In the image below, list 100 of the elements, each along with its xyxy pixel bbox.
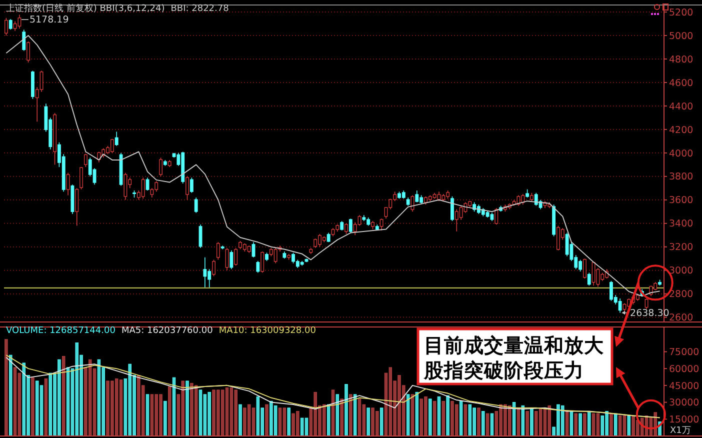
y-tick-label: 3600 (669, 195, 694, 206)
candlestick (230, 250, 234, 270)
bar (247, 404, 251, 436)
bar (9, 354, 12, 436)
y-tick-label: 3000 (669, 266, 694, 277)
bar (490, 413, 494, 436)
candlestick (4, 18, 8, 36)
bar (614, 413, 618, 436)
y-tick-label: 4600 (669, 78, 694, 89)
candlestick (618, 298, 622, 314)
annotation: 5178.19 (29, 14, 69, 26)
y-tick-label: 3200 (669, 242, 694, 254)
bar (194, 385, 198, 436)
bar (627, 416, 630, 436)
bar (304, 418, 308, 436)
candlestick (66, 172, 70, 196)
bar (282, 408, 286, 436)
bar (344, 384, 348, 436)
candlestick (344, 222, 348, 234)
annotation: 目前成交量温和放大 (424, 334, 605, 357)
bar (578, 413, 582, 436)
candlestick (110, 138, 114, 154)
bar (300, 418, 304, 436)
y-tick-label: 5200 (669, 7, 694, 18)
bar (588, 411, 591, 436)
bar (114, 378, 118, 436)
y-tick-label: 60000 (669, 364, 700, 375)
bar (186, 380, 189, 436)
candlestick (80, 166, 83, 190)
bar (406, 394, 410, 436)
candlestick (26, 40, 30, 63)
bar (146, 394, 150, 436)
y-tick-label: 15000 (669, 414, 700, 426)
chart-title: 上证指数(日线 前复权) BBI(3,6,12,24) (6, 3, 165, 14)
bar (13, 367, 17, 436)
bar (548, 405, 552, 436)
bar (468, 404, 472, 436)
bar (583, 413, 586, 436)
y-tick-label: 4000 (669, 148, 694, 160)
text: BBI: 2822.78 (170, 4, 230, 14)
bar (526, 411, 529, 436)
y-tick-label: 2800 (669, 289, 694, 300)
candlestick (75, 188, 79, 226)
text: MA5: 162037760.00 (121, 326, 214, 336)
candlestick (194, 197, 198, 214)
bar (326, 404, 330, 436)
annotation: 股指突破阶段压力 (423, 359, 584, 382)
bar (446, 395, 450, 436)
bar (220, 390, 224, 436)
bar (380, 408, 384, 436)
candlestick (124, 172, 128, 200)
candlestick (565, 232, 569, 257)
bar (336, 394, 340, 436)
bar (353, 394, 357, 436)
bar (4, 339, 8, 436)
bar (610, 413, 613, 436)
candlestick (380, 218, 384, 231)
candlestick (159, 157, 162, 177)
candlestick (13, 21, 17, 32)
bar (574, 413, 578, 436)
bar (198, 390, 202, 436)
y-tick-label: 4200 (669, 124, 694, 136)
candlestick (216, 242, 220, 260)
bar (265, 404, 268, 436)
bar (428, 398, 432, 436)
candlestick (592, 262, 596, 286)
candlestick (146, 177, 150, 191)
bar (119, 380, 123, 436)
series-label: VOLUME: 126857144.00 (6, 326, 116, 336)
candlestick (18, 14, 22, 29)
bar (97, 359, 101, 436)
text: MA10: 163009328.00 (218, 326, 316, 336)
bar (477, 408, 480, 436)
candlestick (203, 257, 207, 288)
y-tick-label: 5000 (669, 30, 694, 42)
candlestick (459, 205, 463, 220)
y-tick-label: 3400 (669, 218, 694, 230)
candlestick (212, 259, 216, 277)
candlestick (22, 29, 26, 52)
y-tick-label: 2600 (669, 312, 694, 324)
bar (150, 394, 154, 436)
bar (225, 387, 229, 436)
candlestick (494, 208, 498, 225)
bar (618, 416, 622, 436)
candlestick (314, 238, 318, 248)
y-tick-label: 30000 (669, 398, 700, 409)
bar (415, 392, 419, 436)
y-axis-title: X1万 (670, 426, 691, 436)
candlestick (8, 18, 12, 30)
bar (230, 387, 234, 436)
bar (287, 408, 290, 436)
bar (164, 400, 167, 436)
bar (256, 396, 260, 436)
candlestick (450, 196, 454, 222)
candlestick (348, 218, 352, 234)
bar (62, 356, 66, 436)
candlestick (644, 298, 648, 310)
candlestick (234, 248, 238, 266)
bar (44, 378, 48, 436)
bar (388, 367, 392, 436)
